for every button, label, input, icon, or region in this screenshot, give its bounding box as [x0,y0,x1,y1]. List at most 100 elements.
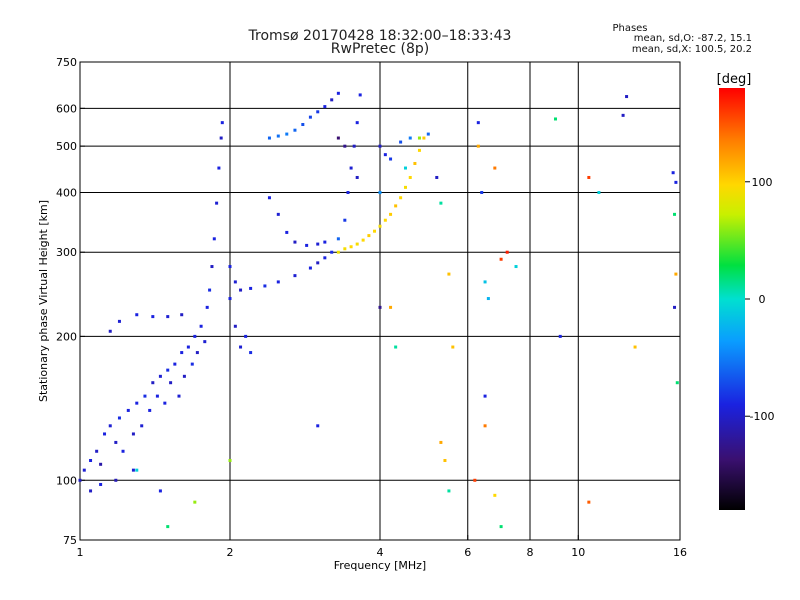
data-point [305,243,309,247]
data-point [447,272,451,276]
x-tick-label: 4 [377,546,384,559]
data-point [276,212,280,216]
data-point [249,351,253,355]
x-tick-labels: 1 2 4 6 8 10 16 [77,535,687,559]
data-point [239,345,243,349]
data-points [78,91,679,529]
data-point [228,297,232,301]
colorbar-tick-label: 0 [759,293,766,306]
data-point [131,468,135,472]
data-point [483,394,487,398]
data-point [82,468,86,472]
data-point [285,132,289,136]
data-point [403,185,407,189]
data-point [95,449,99,453]
data-point [403,166,407,170]
data-point [135,313,139,317]
data-point [373,229,377,233]
data-point [205,305,209,309]
data-point [78,478,82,482]
colorbar-label: [deg] [717,72,752,87]
data-point [89,489,93,493]
data-point [352,144,356,148]
data-point [151,381,155,385]
data-point [323,240,327,244]
data-point [166,525,170,529]
stats-o-mode: mean, sd,O: -87.2, 15.1 [633,33,752,44]
data-point [249,286,253,290]
data-point [140,424,144,428]
data-point [208,288,212,292]
data-point [597,190,601,194]
data-point [99,482,103,486]
data-point [346,190,350,194]
data-point [378,190,382,194]
data-point [308,266,312,270]
data-point [233,280,237,284]
data-point [173,362,177,366]
x-tick-label: 2 [227,546,234,559]
data-point [447,489,451,493]
data-point [89,458,93,462]
data-point [316,242,320,246]
data-point [674,180,678,184]
colorbar [719,88,745,510]
y-tick-label: 200 [56,330,77,343]
x-tick-label: 8 [527,546,534,559]
x-tick-label: 6 [464,546,471,559]
data-point [439,440,443,444]
data-point [408,136,412,140]
data-point [148,408,152,412]
x-tick-label: 10 [571,546,585,559]
data-point [228,265,232,269]
data-point [293,128,297,132]
data-point [378,224,382,228]
data-point [217,166,221,170]
data-point [355,242,359,246]
x-tick-label: 16 [673,546,687,559]
data-point [99,462,103,466]
chart-title: Tromsø 20170428 18:32:00–18:33:43 [248,28,512,44]
data-point [443,458,447,462]
data-point [553,117,557,121]
colorbar-ticks: 100 0 -100 [745,176,774,423]
data-point [219,136,223,140]
data-point [212,237,216,241]
data-point [361,238,365,242]
data-point [293,274,297,278]
y-tick-labels: 75 100 200 300 400 500 600 750 [56,56,85,547]
data-point [558,334,562,338]
data-point [267,136,271,140]
data-point [166,315,170,319]
data-point [180,351,184,355]
y-tick-label: 100 [56,474,77,487]
data-point [673,305,677,309]
data-point [674,272,678,276]
data-point [285,230,289,234]
data-point [108,424,112,428]
data-point [422,136,426,140]
data-point [121,449,125,453]
data-point [408,175,412,179]
colorbar-tick-label: 100 [752,176,773,189]
data-point [336,250,340,254]
data-point [349,245,353,249]
data-point [435,175,439,179]
data-point [169,381,173,385]
data-point [155,394,159,398]
data-point [117,319,121,323]
data-point [389,212,393,216]
data-point [480,190,484,194]
data-point [355,121,359,125]
y-tick-label: 500 [56,140,77,153]
data-point [239,288,243,292]
data-point [451,345,455,349]
stats-x-mode: mean, sd,X: 100.5, 20.2 [631,44,752,55]
y-tick-label: 600 [56,102,77,115]
data-point [263,284,267,288]
data-point [308,115,312,119]
data-point [367,234,371,238]
data-point [378,144,382,148]
data-point [220,121,224,125]
